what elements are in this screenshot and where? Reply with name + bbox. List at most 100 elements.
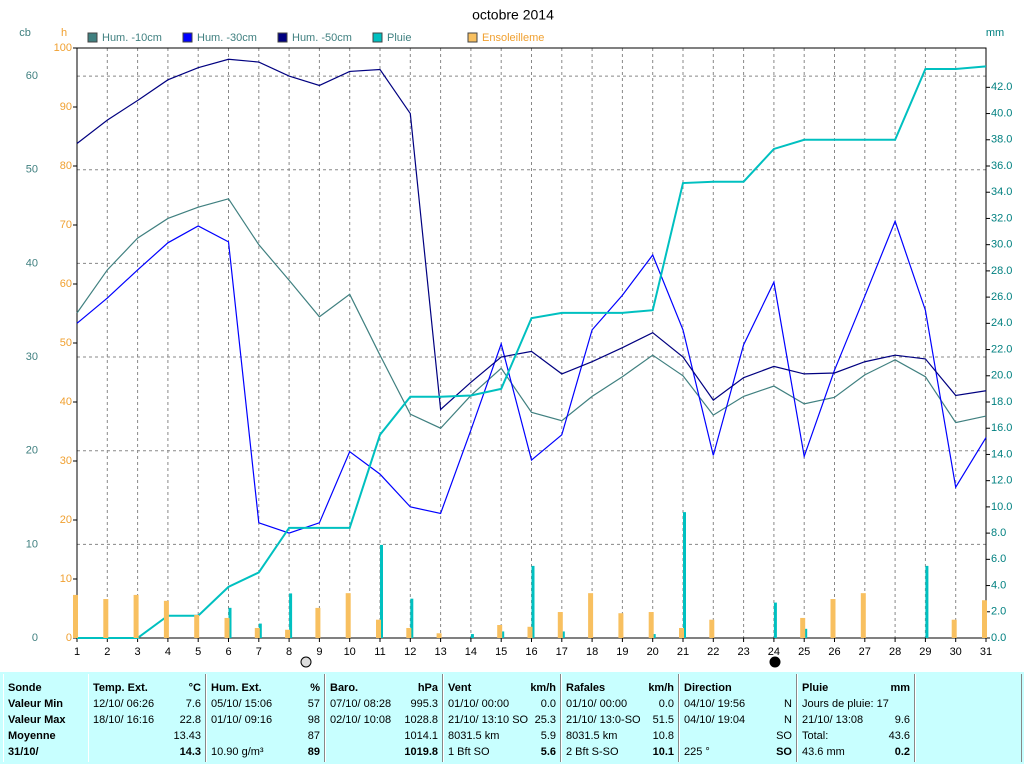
cell-text: 01/10/ 09:16 [211,714,273,726]
table-cell: 225 ° SO [684,744,792,760]
bar [133,594,139,638]
cell-text: 01/10/ 00:00 [448,698,510,710]
cell-value: 87 [307,730,320,742]
cell-text: Baro. [330,682,359,694]
cell-text: 01/10/ 00:00 [566,698,628,710]
line [76,198,987,429]
table-column: Rafales km/h 01/10/ 00:00 0.0 21/10/ 13:0-SO… [561,674,679,762]
bar [773,602,777,638]
x-tick-label: 22 [707,646,719,658]
table-cell: 8031.5 km 10.8 [566,728,674,744]
table-cell: 01/10/ 00:00 0.0 [448,696,556,712]
moon-icon [300,656,312,668]
legend-swatch [277,32,288,43]
bar [982,600,987,638]
bar [648,612,654,638]
h-unit: h [61,27,67,39]
x-tick-label: 9 [316,646,322,658]
table-cell: 1014.1 [330,728,438,744]
cell-value: 51.5 [652,714,674,726]
table-cell: Valeur Min [8,696,84,712]
bar [709,619,715,638]
y-tick-label: 60 [26,70,38,82]
cell-text: 04/10/ 19:56 [684,698,746,710]
bar [228,607,232,638]
h-tick-label: 60 [60,278,72,290]
cell-text: 1 Bft SO [448,746,490,758]
table-cell: 1 Bft SO 5.6 [448,744,556,760]
bar [557,612,563,638]
y2-tick-label: 0.0 [991,632,1006,644]
y2-tick-label: 8.0 [991,527,1006,539]
table-column: Sonde Valeur Min Valeur Max Moyenne 31/10/ [3,674,89,762]
y2-tick-label: 30.0 [991,239,1012,251]
bar [224,617,230,638]
legend-swatch [182,32,193,43]
table-cell: Temp. Ext. °C [93,680,201,696]
bar [679,627,684,638]
cell-value: km/h [648,682,674,694]
x-tick-label: 12 [404,646,416,658]
x-tick-label: 1 [74,646,80,658]
y-tick-label: 20 [26,445,38,457]
table-cell: 05/10/ 15:06 57 [211,696,320,712]
table-cell: 8031.5 km 5.9 [448,728,556,744]
cell-value: 14.3 [179,746,201,758]
x-tick-label: 14 [465,646,477,658]
bar [860,593,866,638]
cell-text: 10.90 g/m³ [211,746,264,758]
table-cell: 13.43 [93,728,201,744]
cell-text: 8031.5 km [448,730,500,742]
cell-text: 02/10/ 10:08 [330,714,392,726]
y2-tick-label: 20.0 [991,370,1012,382]
table-cell: 04/10/ 19:56 N [684,696,792,712]
cell-value: 89 [307,746,320,758]
cell-value: 5.9 [540,730,556,742]
cell-value: 10.8 [652,730,674,742]
table-cell: 21/10/ 13:10 SO 25.3 [448,712,556,728]
bar [531,565,535,638]
y-tick-label: 10 [26,538,38,550]
x-tick-label: 24 [768,646,780,658]
cell-text: 2 Bft S-SO [566,746,619,758]
table-cell: 14.3 [93,744,201,760]
x-tick-label: 27 [859,646,871,658]
x-tick-label: 15 [495,646,507,658]
cell-value: 43.6 [888,730,910,742]
x-tick-label: 31 [980,646,992,658]
legend-label: Hum. -30cm [197,32,257,44]
y2-tick-label: 22.0 [991,343,1012,355]
h-tick-label: 30 [60,455,72,467]
table-cell: 43.6 mm 0.2 [802,744,910,760]
table-column: Hum. Ext.% 05/10/ 15:06 57 01/10/ 09:16 98 87… [206,674,325,762]
cell-value: SO [776,730,792,742]
table-column: Pluie mm Jours de pluie: 17 21/10/ 13:08 9.6… [797,674,915,762]
x-tick-label: 7 [256,646,262,658]
h-tick-label: 20 [60,514,72,526]
table-cell: Direction [684,680,792,696]
y2-tick-label: 38.0 [991,134,1012,146]
x-tick-label: 2 [104,646,110,658]
cell-text: 21/10/ 13:10 SO [448,714,529,726]
bar [501,631,505,638]
bar [380,544,383,638]
y-unit: cb [19,27,31,39]
table-cell: 12/10/ 06:26 7.6 [93,696,201,712]
table-cell: Rafales km/h [566,680,674,696]
line [76,58,987,411]
cell-value: 1028.8 [404,714,438,726]
table-column: Direction 04/10/ 19:56 N 04/10/ 19:04 N SO 225… [679,674,797,762]
h-tick-label: 90 [60,101,72,113]
table-cell: 21/10/ 13:08 9.6 [802,712,910,728]
cell-text: Valeur Max [8,714,66,726]
x-tick-label: 6 [225,646,231,658]
cell-value: km/h [530,682,556,694]
y2-tick-label: 18.0 [991,396,1012,408]
table-cell: Moyenne [8,728,84,744]
y2-tick-label: 34.0 [991,186,1012,198]
h-tick-label: 10 [60,573,72,585]
y2-tick-label: 2.0 [991,606,1006,618]
table-cell: Valeur Max [8,712,84,728]
cell-value: 0.0 [540,698,556,710]
bar [315,607,321,638]
